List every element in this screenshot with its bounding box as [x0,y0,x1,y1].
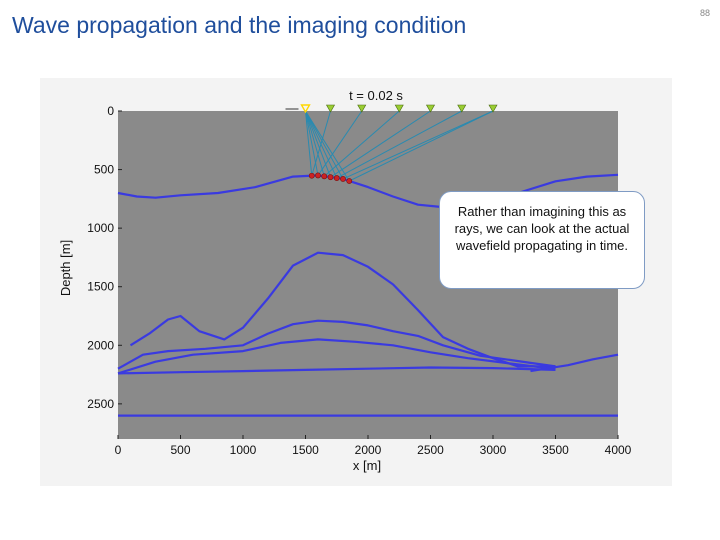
ray-down [305,110,325,177]
x-tick-label: 500 [170,443,190,457]
ray-up [323,110,400,177]
slide-number: 88 [699,8,710,18]
receiver-marker [394,104,404,113]
time-label: t = 0.02 s [349,88,403,103]
x-axis-label: x [m] [353,458,381,473]
receivers [325,104,498,113]
ray-down [305,110,338,179]
reflector-6 [530,353,619,373]
reflector-3 [117,319,556,370]
reflection-point [340,176,346,182]
ray-up [336,110,462,179]
x-tick-label: 1000 [230,443,257,457]
reflection-point [321,173,328,180]
explanation-callout: Rather than imagining this as rays, we c… [439,191,645,289]
reflection-point [333,175,340,181]
x-tick-label: 2500 [417,443,444,457]
x-axis-ticks: 0 500 1000 1500 2000 2500 3000 3500 4000 [115,435,632,457]
y-axis-ticks: 0 500 1000 1500 2000 2500 [87,104,122,411]
reflection-point [346,178,353,184]
y-axis-label: Depth [m] [58,240,73,296]
y-tick-label: 500 [94,163,114,177]
ray-paths [305,110,494,182]
y-tick-label: 2500 [87,397,114,411]
reflection-point [327,174,334,181]
y-tick-label: 0 [107,104,114,118]
source-marker [300,104,311,114]
reflector-5 [117,366,556,375]
receiver-marker [488,104,498,113]
ray-down [305,110,313,176]
ray-up [349,110,494,182]
y-tick-label: 1500 [87,280,114,294]
reflection-point [308,172,315,179]
receiver-marker [325,104,336,113]
ray-down [305,110,331,178]
ray-up [342,110,494,180]
receiver-marker [357,104,367,113]
source [285,104,311,114]
receiver-marker [425,104,436,113]
ray-down [305,110,350,182]
y-tick-label: 2000 [87,338,114,352]
ray-down [305,110,319,176]
x-tick-label: 1500 [292,443,319,457]
x-tick-label: 3000 [480,443,507,457]
reflection-points [308,172,353,184]
x-tick-label: 3500 [542,443,569,457]
x-tick-label: 2000 [355,443,382,457]
receiver-marker [457,104,467,113]
x-tick-label: 0 [115,443,122,457]
reflectors [117,173,619,417]
y-tick-label: 1000 [87,221,114,235]
slide-title: Wave propagation and the imaging conditi… [12,12,467,38]
ray-down [305,110,344,180]
reflection-point [315,172,321,179]
x-tick-label: 4000 [605,443,632,457]
reflector-4 [117,338,556,375]
ray-up [330,110,431,178]
reflector-2 [129,251,556,368]
